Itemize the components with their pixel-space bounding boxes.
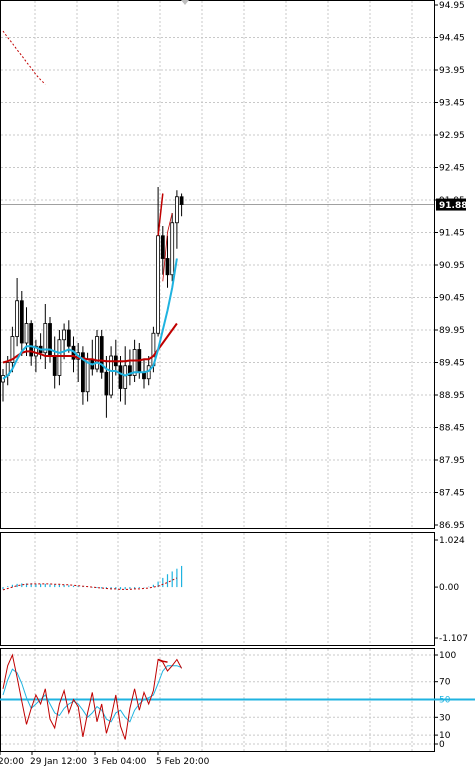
price-y-tick-label: 90.45: [439, 294, 465, 304]
candle-body: [29, 323, 34, 357]
candle-body: [57, 339, 62, 376]
macd-y-tick-label: 1.024: [439, 536, 465, 546]
candle-body: [99, 336, 104, 373]
candle-body: [48, 323, 52, 357]
candle-body: [156, 235, 161, 334]
price-y-tick-label: 94.45: [439, 34, 465, 44]
cyan-moving-average: [2, 258, 178, 380]
stochastic-y-tick-label: 100: [439, 651, 456, 661]
candle-body: [104, 371, 109, 396]
stochastic-y-tick-label: 30: [439, 713, 451, 723]
candle-body: [170, 222, 175, 276]
price-y-tick-label: 92.45: [439, 164, 465, 174]
candle-body: [95, 336, 99, 370]
macd-y-tick-label: -1.107: [439, 634, 468, 644]
stochastic-y-tick-label: 0: [439, 740, 445, 750]
price-y-tick-label: 88.45: [439, 424, 465, 434]
macd-y-tick-label: 0.00: [439, 583, 459, 593]
candle-body: [127, 365, 132, 376]
stochastic-main-line: [2, 653, 183, 740]
x-axis-label: 29 Jan 12:00: [30, 757, 87, 767]
price-y-tick-label: 94.95: [439, 1, 465, 11]
current-price-label: 91.88: [439, 201, 467, 211]
x-axis-label: 3 Feb 04:00: [93, 757, 147, 767]
price-y-tick-label: 89.45: [439, 359, 465, 369]
price-y-tick-label: 92.95: [439, 131, 465, 141]
candle-body: [109, 355, 113, 396]
candle-body: [81, 352, 85, 393]
candle-body: [179, 196, 184, 205]
channel-lower-line: [162, 212, 173, 282]
candle-body: [85, 358, 90, 393]
candle-body: [123, 365, 128, 389]
candle-body: [52, 355, 57, 376]
candle-body: [132, 349, 137, 376]
stochastic-channel-line: [157, 658, 168, 663]
x-axis-label: 20:00: [0, 757, 24, 767]
price-y-tick-label: 87.45: [439, 489, 465, 499]
red-moving-average: [2, 322, 178, 364]
candle-body: [15, 300, 20, 337]
chart-shift-marker: [181, 0, 189, 5]
channel-upper-line: [157, 193, 164, 236]
candle-body: [19, 300, 24, 344]
candle-body: [24, 323, 29, 344]
price-y-tick-label: 88.95: [439, 391, 465, 401]
candle-body: [43, 323, 48, 354]
candle-body: [160, 235, 165, 259]
stochastic-level-label: 50: [439, 696, 451, 706]
price-y-tick-label: 87.95: [439, 456, 465, 466]
candle-body: [66, 329, 71, 347]
candle-body: [118, 365, 123, 389]
macd-signal-line: [2, 577, 178, 591]
stochastic-y-tick-label: 70: [439, 678, 451, 688]
x-axis-label: 5 Feb 20:00: [156, 757, 210, 767]
price-y-tick-label: 91.45: [439, 229, 465, 239]
candle-body: [165, 258, 170, 276]
price-y-tick-label: 86.95: [439, 521, 465, 531]
price-y-tick-label: 93.95: [439, 66, 465, 76]
candle-body: [62, 329, 66, 341]
stochastic-y-tick-label: 10: [439, 731, 451, 741]
macd-panel-frame: [0, 532, 435, 646]
price-y-tick-label: 90.95: [439, 261, 465, 271]
candle-body: [174, 196, 179, 224]
current-price-tag: [436, 198, 466, 211]
price-y-tick-label: 89.95: [439, 326, 465, 336]
candle-body: [34, 345, 38, 357]
candle-body: [10, 336, 15, 363]
price-y-tick-label: 93.45: [439, 99, 465, 109]
